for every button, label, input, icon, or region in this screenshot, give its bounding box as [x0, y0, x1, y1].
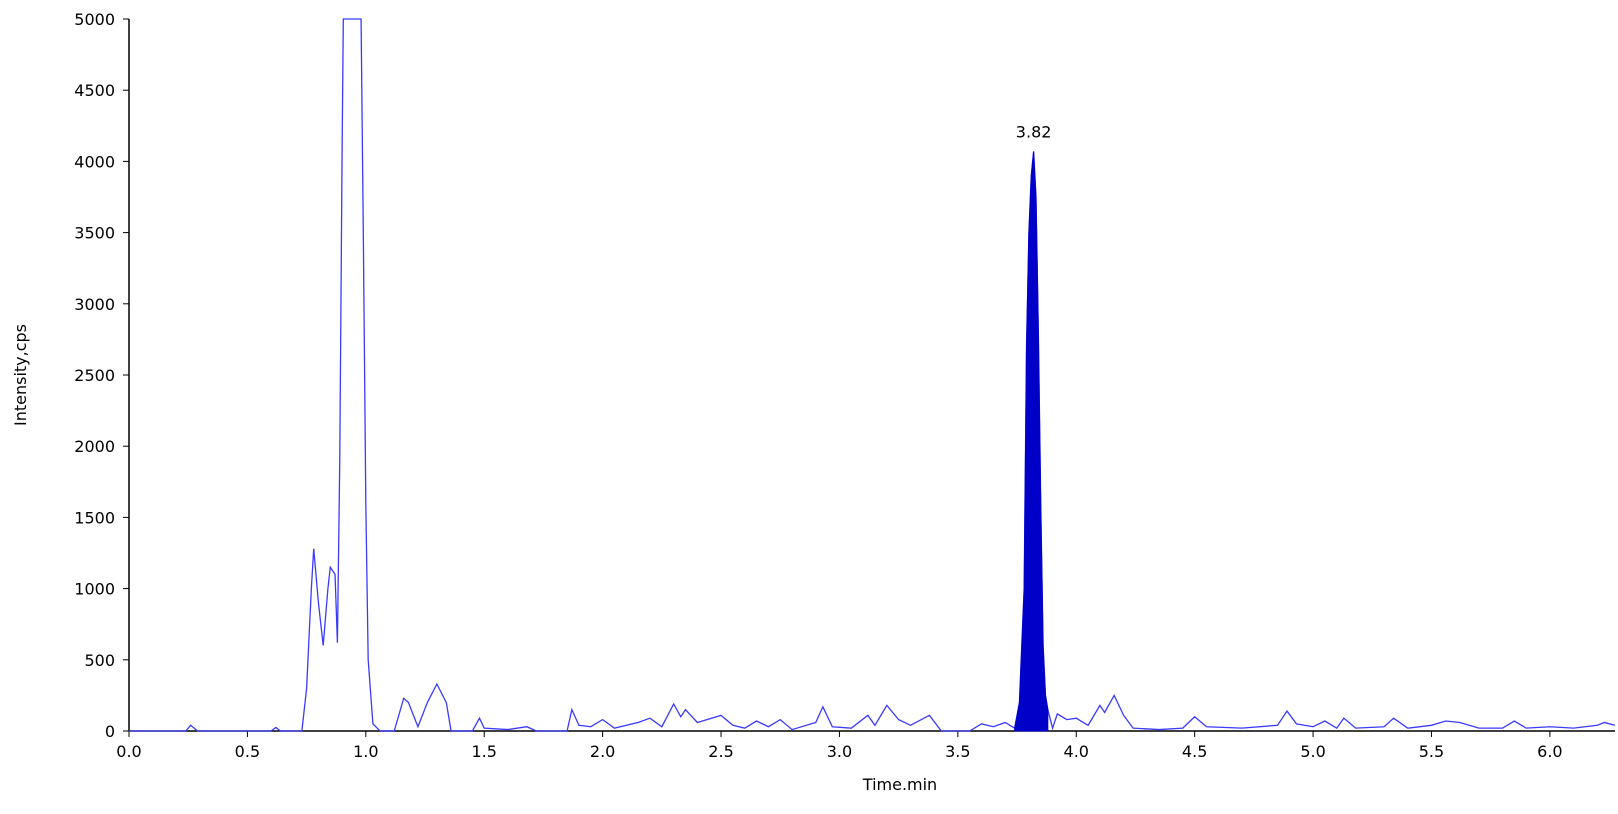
y-tick-label: 4500	[74, 81, 115, 100]
y-tick-label: 3000	[74, 295, 115, 314]
x-tick-label: 1.5	[471, 742, 496, 761]
x-tick-label: 3.0	[827, 742, 852, 761]
trace	[129, 18, 1616, 732]
y-tick-label: 500	[84, 651, 115, 670]
x-tick-label: 2.0	[590, 742, 615, 761]
y-tick-label: 4000	[74, 152, 115, 171]
x-tick-label: 1.0	[353, 742, 378, 761]
y-tick-label: 3500	[74, 224, 115, 243]
peak-area	[1014, 151, 1049, 732]
x-axis-label: Time.min	[862, 775, 937, 794]
x-tick-label: 6.0	[1537, 742, 1562, 761]
x-tick-label: 5.0	[1300, 742, 1325, 761]
x-tick-label: 4.0	[1064, 742, 1089, 761]
y-tick-label: 2500	[74, 366, 115, 385]
x-tick-label: 4.5	[1182, 742, 1207, 761]
y-tick-label: 5000	[74, 10, 115, 29]
x-tick-label: 2.5	[708, 742, 733, 761]
x-tick-label: 0.0	[116, 742, 141, 761]
y-tick-label: 1500	[74, 508, 115, 527]
y-tick-label: 1000	[74, 580, 115, 599]
y-axis-label: Intensity,cps	[11, 324, 30, 426]
peak-label: 3.82	[1016, 122, 1052, 141]
y-tick-label: 2000	[74, 437, 115, 456]
x-tick-label: 3.5	[945, 742, 970, 761]
x-tick-label: 5.5	[1419, 742, 1444, 761]
x-tick-label: 0.5	[235, 742, 260, 761]
y-tick-label: 0	[105, 722, 115, 741]
